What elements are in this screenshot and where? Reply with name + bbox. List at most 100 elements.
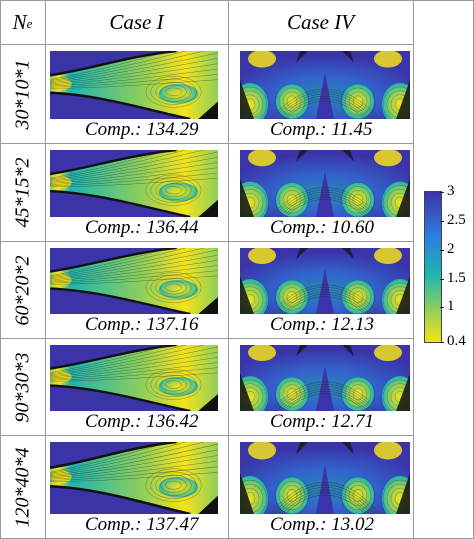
contour-line: [274, 376, 310, 411]
contour-line: [272, 484, 378, 514]
contour-line: [50, 449, 218, 478]
contour-line: [50, 150, 205, 181]
contour-line: [281, 294, 369, 314]
contour-line: [269, 187, 381, 217]
contour-line: [165, 186, 182, 195]
contour-line: [50, 248, 187, 278]
header-ne-label: N: [12, 9, 27, 34]
contour-line: [286, 95, 298, 108]
row-label-ne: 120*40*4: [0, 436, 45, 538]
row-label-text: 30*10*1: [11, 59, 33, 129]
contour-line: [50, 248, 171, 277]
contour-line: [278, 489, 372, 514]
peak-region: [374, 345, 402, 362]
contour-line: [284, 199, 366, 217]
contour-line: [269, 284, 381, 314]
contour-line: [240, 192, 260, 213]
contour-line: [244, 196, 256, 209]
row-label-ne: 90*30*3: [0, 339, 45, 435]
contour-line: [282, 484, 302, 507]
band-edge: [50, 442, 177, 469]
contour-line: [50, 177, 218, 187]
contour-line: [284, 100, 366, 119]
contour-line: [50, 58, 218, 85]
contour-line: [286, 291, 298, 303]
contour-line: [282, 287, 302, 307]
contour-line: [348, 484, 368, 507]
header-ne-sub: e: [26, 16, 33, 31]
contour-line: [50, 265, 218, 283]
contour-line: [50, 254, 218, 281]
contour-line: [50, 345, 171, 374]
center-arch: [316, 464, 334, 514]
corner-shadow: [240, 373, 254, 411]
contour-line: [240, 86, 268, 119]
contour-line: [50, 472, 218, 482]
contour-line: [240, 479, 268, 514]
peak-region: [374, 248, 402, 265]
contour-line: [50, 466, 218, 481]
case4-compliance: Comp.: 11.45: [270, 119, 373, 140]
contour-line: [244, 98, 256, 111]
contour-line: [382, 86, 410, 119]
peak-region: [276, 377, 308, 411]
contour-line: [50, 345, 205, 376]
contour-line: [240, 488, 260, 510]
contour-line: [50, 150, 187, 180]
corner-shadow: [198, 199, 218, 217]
contour-line: [150, 78, 197, 105]
contour-line: [244, 293, 256, 306]
contour-line: [382, 379, 410, 411]
contour-line: [382, 185, 410, 217]
contour-line: [278, 96, 372, 119]
contour-line: [281, 391, 369, 411]
corner-shadow: [198, 495, 218, 514]
case4-compliance: Comp.: 12.71: [270, 411, 374, 432]
case1-stress-panel: [50, 248, 218, 314]
contour-line: [386, 90, 410, 119]
corner-shadow: [198, 394, 218, 411]
contour-line: [155, 180, 192, 201]
contour-line: [386, 286, 410, 314]
contour-line: [240, 387, 260, 407]
contour-line: [50, 275, 218, 285]
colorbar-tick-label: 1: [447, 298, 455, 314]
contour-line: [165, 480, 182, 490]
contour-line: [269, 88, 381, 119]
contour-line: [278, 291, 372, 314]
colorbar-tick-label: 2: [447, 241, 455, 257]
contour-line: [352, 489, 364, 502]
contour-line: [50, 351, 218, 378]
contour-line: [386, 383, 410, 411]
contour-line: [286, 388, 298, 400]
peak-region: [248, 51, 276, 68]
center-arch: [316, 365, 334, 411]
corner-shadow: [240, 178, 254, 217]
case1-compliance: Comp.: 137.16: [85, 314, 199, 335]
contour-line: [275, 93, 375, 119]
case4-stress-panel: [240, 248, 410, 314]
contour-line: [50, 150, 171, 179]
contour-line: [50, 68, 218, 87]
contour-line: [394, 390, 406, 403]
contour-line: [145, 272, 202, 303]
case1-compliance: Comp.: 136.42: [85, 411, 199, 432]
contour-line: [344, 186, 372, 214]
contour-line: [352, 95, 364, 108]
band-edge: [50, 189, 191, 217]
case1-stress-panel: [50, 345, 218, 411]
corner-shadow: [240, 276, 254, 314]
case1-compliance: Comp.: 137.47: [85, 514, 199, 535]
contour-line: [390, 488, 410, 510]
contour-line: [240, 90, 264, 119]
center-arch: [316, 268, 334, 314]
contour-line: [50, 357, 218, 379]
corner-shadow: [198, 101, 218, 119]
colorbar-tick-mark: [440, 307, 444, 308]
row-label-text: 120*40*4: [11, 447, 33, 527]
peak-region: [276, 84, 308, 119]
contour-line: [240, 94, 260, 115]
contour-line: [394, 293, 406, 306]
contour-line: [286, 489, 298, 502]
contour-line: [340, 182, 376, 217]
